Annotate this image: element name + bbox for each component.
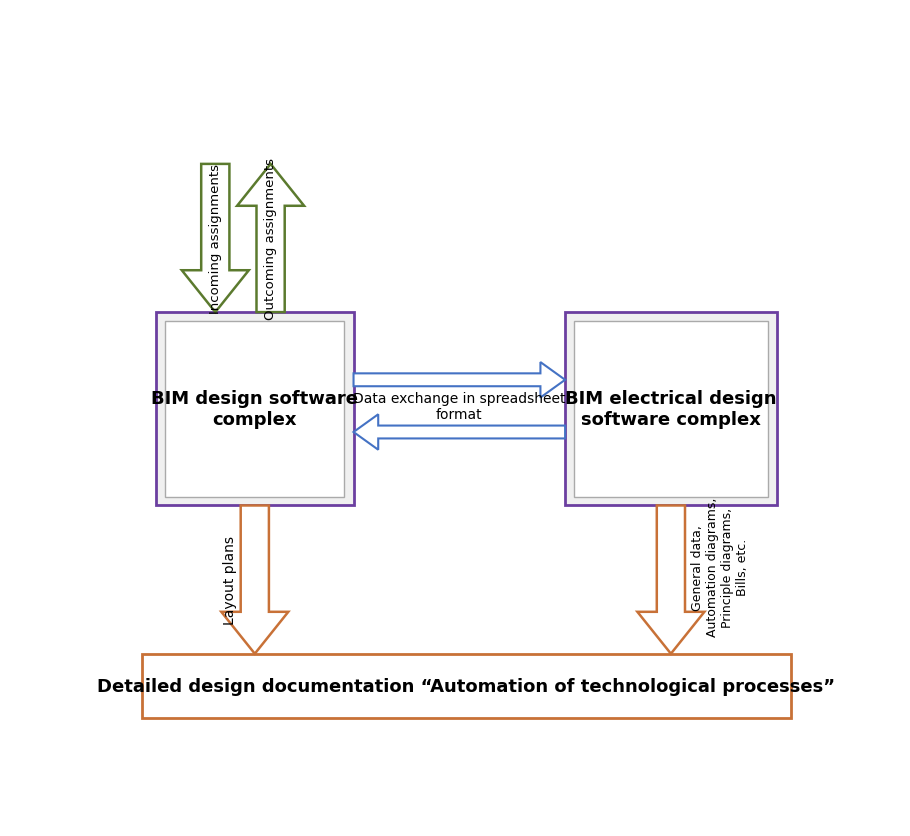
Bar [142,654,791,718]
Polygon shape [637,506,704,654]
Text: BIM electrical design
software complex: BIM electrical design software complex [565,390,776,429]
Polygon shape [238,165,304,313]
Text: BIM design software
complex: BIM design software complex [151,390,359,429]
Bar [157,313,353,506]
Polygon shape [182,165,248,313]
Text: General data,
Automation diagrams,
Principle diagrams,
Bills, etc.: General data, Automation diagrams, Princ… [692,497,749,637]
Text: Outcoming assignments: Outcoming assignments [264,158,278,319]
Text: Incoming assignments: Incoming assignments [208,164,222,314]
Polygon shape [221,506,288,654]
Bar [574,321,767,497]
Bar [565,313,776,506]
Polygon shape [353,415,565,450]
Bar [166,321,344,497]
Text: Layout plans: Layout plans [223,535,238,624]
Polygon shape [353,363,565,398]
Text: Detailed design documentation “Automation of technological processes”: Detailed design documentation “Automatio… [97,677,835,695]
Text: Data exchange in spreadsheet
format: Data exchange in spreadsheet format [353,391,566,421]
